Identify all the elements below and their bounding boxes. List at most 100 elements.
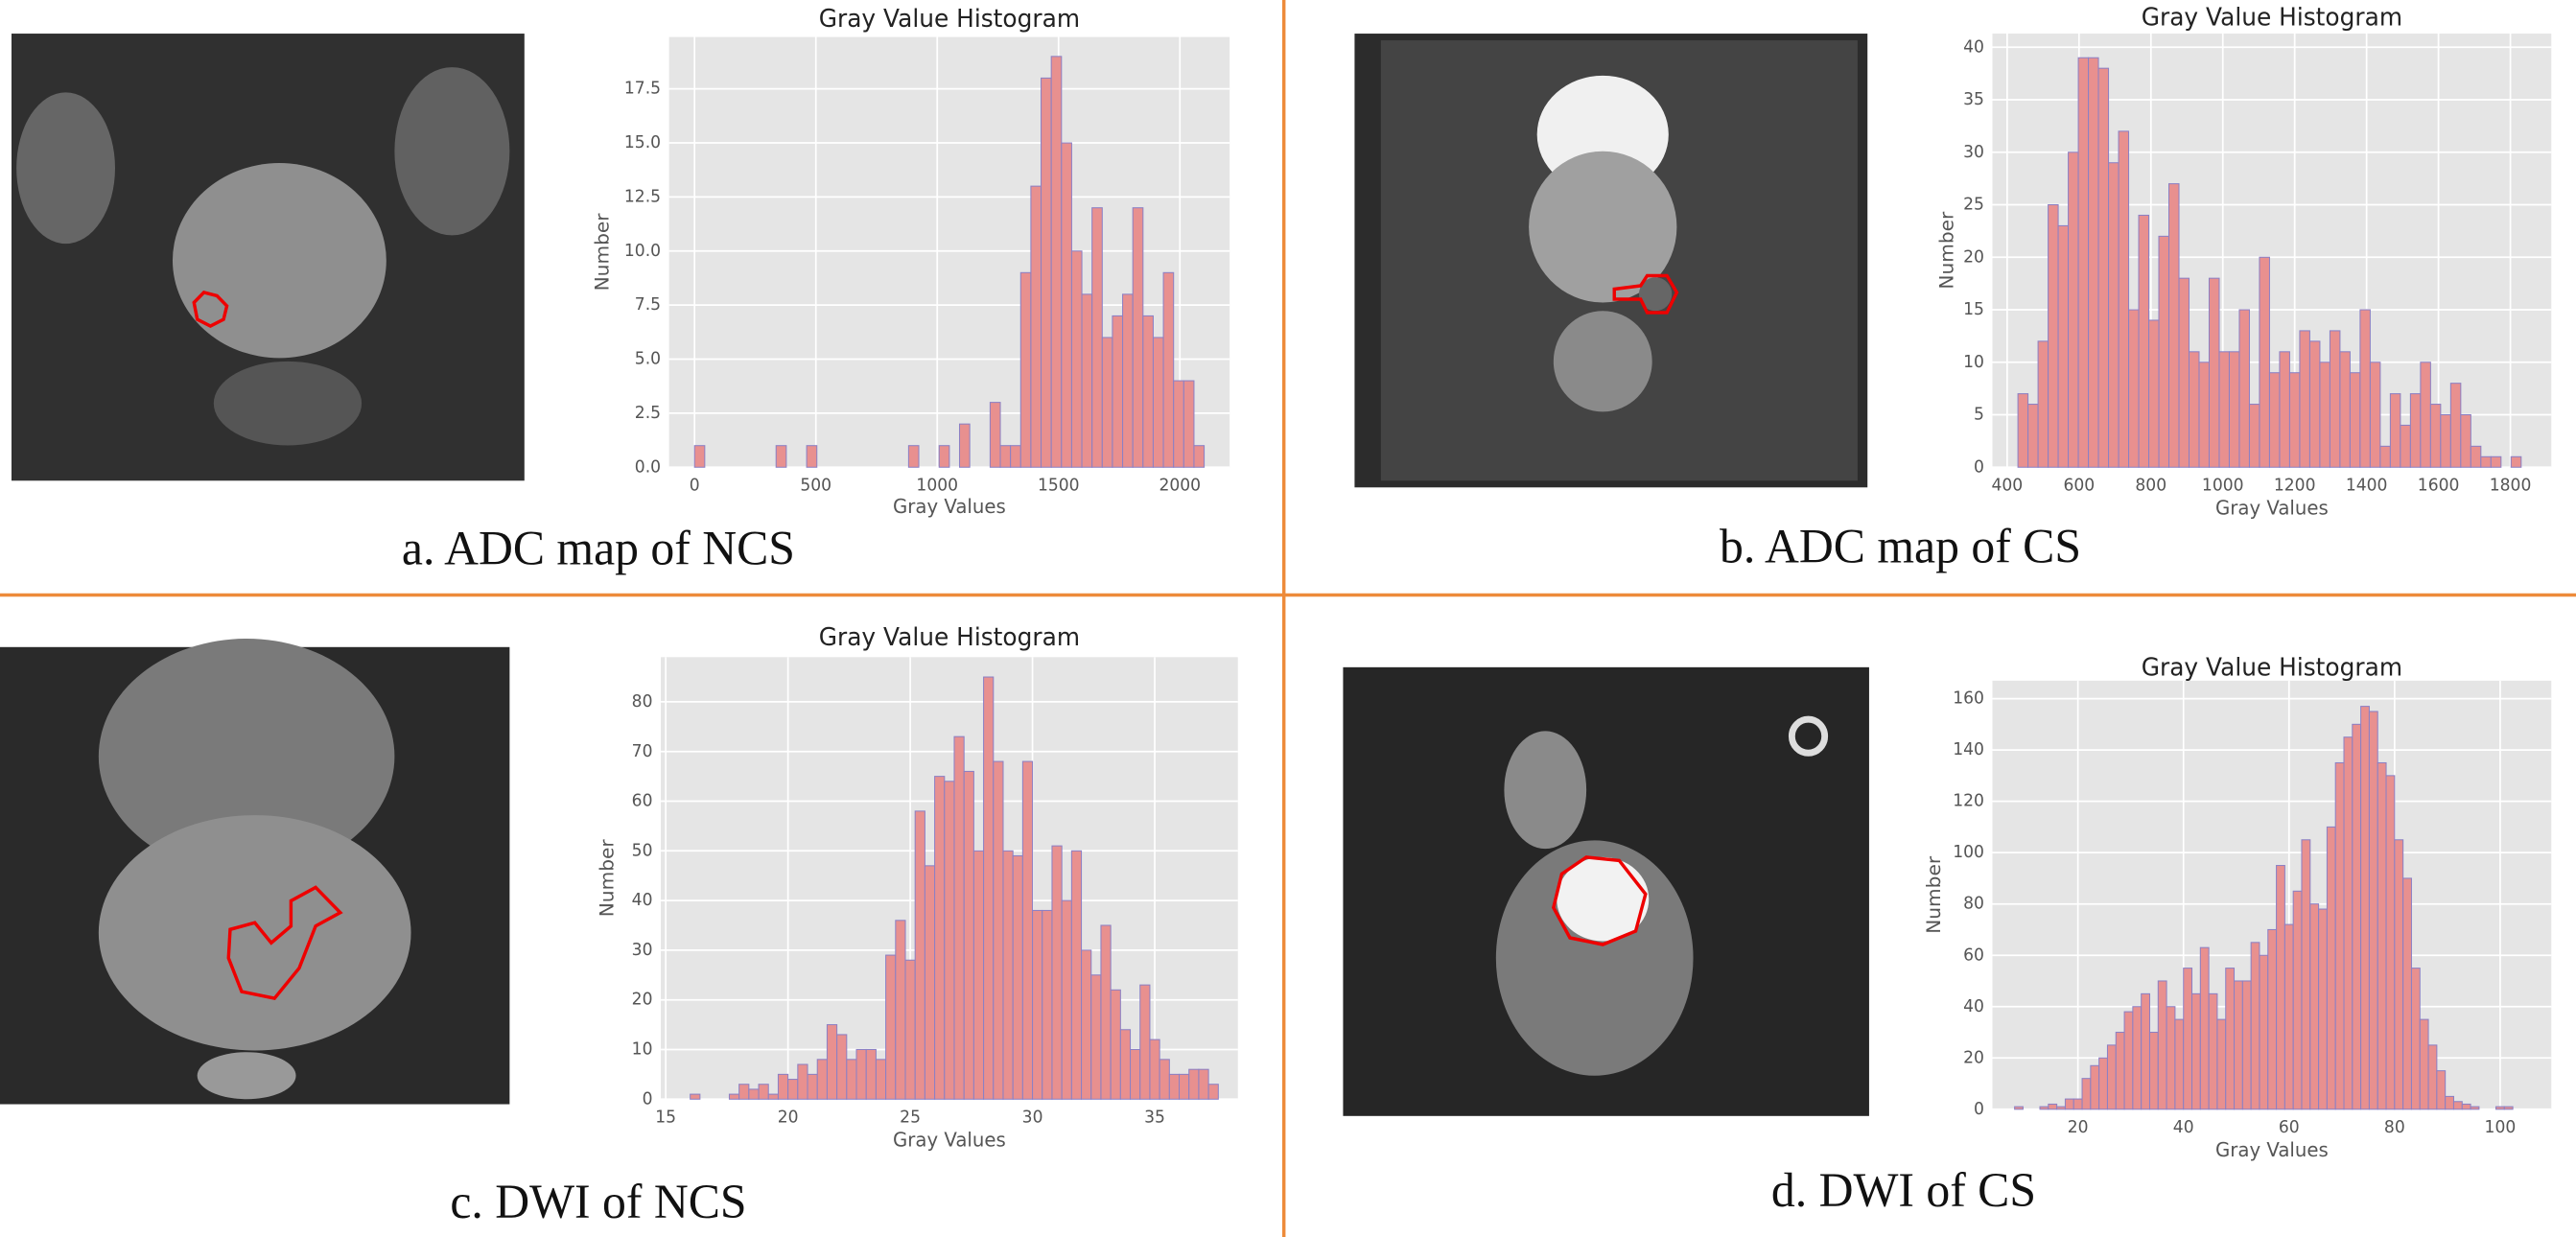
bar: [2138, 214, 2150, 468]
x-tick-label: 1200: [2274, 476, 2316, 495]
bar: [2238, 309, 2250, 468]
bar: [2191, 992, 2201, 1110]
bar: [2494, 1106, 2505, 1110]
y-tick-label: 0: [1974, 457, 1984, 477]
bar: [1188, 1068, 1200, 1100]
bar: [1193, 445, 1206, 468]
bar: [2445, 1095, 2454, 1110]
bar: [2343, 736, 2354, 1110]
y-tick-label: 80: [632, 692, 653, 712]
bar: [1122, 293, 1134, 468]
bar: [924, 865, 936, 1100]
bar: [2299, 330, 2310, 468]
bar: [1070, 250, 1083, 468]
bar: [2027, 404, 2039, 468]
bar: [2352, 723, 2362, 1110]
bar: [2288, 372, 2301, 468]
bar: [2349, 372, 2361, 468]
bar: [934, 776, 946, 1100]
bar: [2339, 351, 2351, 468]
mri-image: [0, 639, 510, 1105]
bar: [959, 423, 971, 468]
bar: [2402, 877, 2412, 1110]
bar: [2056, 1106, 2066, 1110]
bar: [2098, 1057, 2108, 1110]
bar: [1119, 1029, 1132, 1100]
bar: [1112, 315, 1124, 468]
x-tick-label: 100: [2485, 1118, 2517, 1137]
y-tick-label: 80: [1963, 895, 1984, 914]
bar: [1173, 380, 1184, 468]
bar: [1159, 1059, 1170, 1100]
bar: [2420, 362, 2431, 468]
bar: [2208, 277, 2220, 468]
bar: [2460, 413, 2471, 468]
x-tick-label: 1600: [2418, 476, 2460, 495]
bar: [2178, 277, 2190, 468]
bar: [1110, 989, 1121, 1100]
bar: [2158, 235, 2170, 468]
x-tick-label: 1400: [2346, 476, 2388, 495]
bar: [2148, 319, 2160, 468]
bar: [758, 1084, 769, 1100]
bar: [2480, 455, 2492, 468]
x-tick-label: 40: [2173, 1118, 2194, 1137]
bar: [2081, 1078, 2092, 1110]
bar: [2259, 954, 2269, 1110]
bar: [2057, 224, 2070, 468]
bar: [2068, 152, 2079, 468]
y-tick-label: 40: [1963, 37, 1984, 57]
bar: [2360, 706, 2370, 1110]
y-tick-label: 25: [1963, 195, 1984, 214]
y-tick-label: 20: [1963, 247, 1984, 267]
x-axis-label: Gray Values: [2215, 1139, 2329, 1161]
y-tick-label: 35: [1963, 90, 1984, 109]
bar: [2148, 1031, 2159, 1110]
bar: [2470, 445, 2482, 468]
bar: [2279, 351, 2290, 468]
y-tick-label: 0: [1974, 1100, 1984, 1119]
mri-image: [1343, 666, 1869, 1116]
bar: [2167, 183, 2180, 468]
bar: [728, 1093, 740, 1100]
bar: [1139, 984, 1151, 1100]
x-tick-label: 80: [2384, 1118, 2405, 1137]
x-axis-label: Gray Values: [893, 1129, 1006, 1151]
bar: [2174, 1018, 2185, 1110]
bar: [1070, 850, 1083, 1100]
x-tick-label: 800: [2135, 476, 2166, 495]
bar: [1041, 77, 1052, 468]
bar: [2106, 1044, 2117, 1110]
bar: [1042, 909, 1053, 1100]
x-tick-label: 15: [655, 1108, 676, 1127]
bar: [972, 850, 985, 1100]
bar: [2301, 839, 2311, 1110]
x-tick-label: 2000: [1159, 476, 1201, 495]
y-tick-label: 70: [632, 742, 653, 761]
y-tick-label: 0.0: [635, 457, 661, 477]
bar: [2123, 1011, 2134, 1110]
y-tick-label: 160: [1953, 689, 1984, 708]
bar: [2039, 1106, 2049, 1110]
bar: [2409, 393, 2422, 468]
x-tick-label: 1800: [2490, 476, 2532, 495]
bar: [787, 1079, 799, 1100]
bar: [693, 445, 706, 468]
bar: [2268, 372, 2281, 468]
y-tick-label: 20: [1963, 1048, 1984, 1067]
bar: [738, 1084, 750, 1100]
bar: [1091, 207, 1103, 468]
y-tick-label: 17.5: [624, 80, 661, 99]
chart-title: Gray Value Histogram: [2142, 653, 2402, 681]
y-tick-label: 15.0: [624, 133, 661, 152]
bar: [989, 402, 1001, 468]
bar: [2329, 330, 2341, 468]
bar: [767, 1093, 779, 1100]
y-tick-label: 100: [1953, 843, 1984, 862]
bar: [690, 1093, 701, 1100]
bar: [1051, 845, 1063, 1100]
bar: [963, 770, 974, 1100]
x-axis-label: Gray Values: [2215, 497, 2329, 519]
x-axis-label: Gray Values: [893, 496, 1006, 518]
bar: [1100, 924, 1112, 1100]
